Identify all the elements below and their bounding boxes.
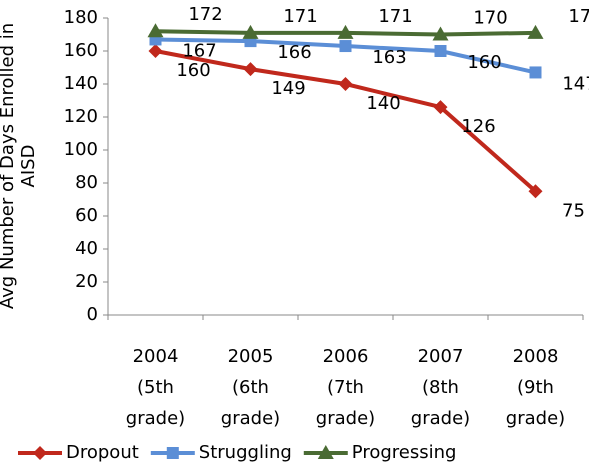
marker: [338, 77, 353, 91]
y-tick-label: 100: [64, 139, 98, 160]
y-tick-label: 160: [64, 40, 98, 61]
y-tick-label: 40: [75, 238, 98, 259]
marker: [147, 23, 164, 38]
x-tick-label: (5th: [137, 377, 174, 398]
x-tick-label: (9th: [517, 377, 554, 398]
y-tick-label: 60: [75, 205, 98, 226]
marker: [529, 66, 542, 79]
y-tick-label: 180: [64, 7, 98, 28]
data-label: 140: [366, 93, 400, 114]
marker: [433, 100, 448, 115]
x-tick-label: grade): [506, 408, 565, 429]
y-tick-label: 20: [75, 271, 98, 292]
x-tick-label: 2007: [418, 346, 464, 367]
data-label: 149: [271, 78, 305, 99]
data-label: 166: [277, 42, 311, 63]
x-tick-label: grade): [316, 408, 375, 429]
x-tick-label: (8th: [422, 377, 459, 398]
marker: [528, 184, 543, 199]
y-axis-title-line: AISD: [18, 145, 39, 188]
marker: [317, 445, 334, 459]
x-tick-label: 2005: [228, 346, 274, 367]
marker: [148, 44, 163, 58]
marker: [339, 40, 352, 53]
marker: [337, 24, 354, 39]
marker: [432, 26, 449, 41]
data-label: 75: [562, 200, 585, 221]
data-label: 170: [473, 8, 507, 29]
y-tick-label: 120: [64, 106, 98, 127]
data-label: 171: [378, 6, 412, 27]
data-label: 163: [372, 47, 406, 68]
marker: [242, 24, 259, 39]
legend-label: Dropout: [66, 442, 139, 463]
data-label: 126: [461, 116, 495, 137]
y-axis-title-line: Avg Number of Days Enrolled in: [0, 23, 18, 309]
x-tick-label: (7th: [327, 377, 364, 398]
x-tick-label: grade): [411, 408, 470, 429]
data-label: 160: [467, 52, 501, 73]
data-label: 172: [188, 4, 222, 25]
legend-label: Progressing: [352, 442, 457, 463]
data-label: 171: [283, 6, 317, 27]
x-tick-label: grade): [221, 408, 280, 429]
x-tick-label: 2004: [133, 346, 179, 367]
y-axis-title: Avg Number of Days Enrolled inAISD: [0, 23, 39, 309]
legend-label: Struggling: [199, 442, 292, 463]
y-tick-label: 0: [87, 304, 98, 325]
marker: [166, 447, 179, 459]
y-tick-label: 140: [64, 73, 98, 94]
x-tick-label: 2006: [323, 346, 369, 367]
marker: [527, 24, 544, 39]
marker: [243, 62, 258, 77]
marker: [33, 446, 47, 460]
data-label: 160: [176, 60, 210, 81]
x-tick-label: 2008: [513, 346, 559, 367]
data-label: 167: [182, 40, 216, 61]
x-tick-label: (6th: [232, 377, 269, 398]
y-tick-label: 80: [75, 172, 98, 193]
data-label: 171: [568, 6, 589, 27]
marker: [434, 45, 447, 57]
data-label: 147: [562, 73, 589, 94]
x-tick-label: grade): [126, 408, 185, 429]
